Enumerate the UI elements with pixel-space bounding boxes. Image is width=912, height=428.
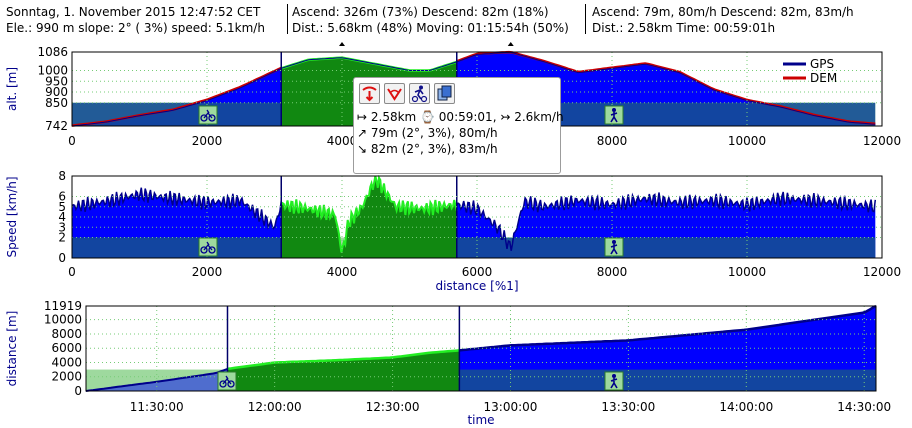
y-tick-label: 5 [58, 200, 66, 214]
header-divider [585, 4, 586, 34]
distance-plot-frame [85, 305, 877, 392]
selection-stats: Ascend: 79m, 80m/h Descend: 82m, 83m/h D… [592, 4, 854, 36]
bike-icon [198, 237, 218, 257]
x-axis-label: time [467, 413, 494, 427]
bike-icon [217, 371, 237, 391]
speed-line [456, 191, 877, 251]
y-tick-label: 900 [45, 85, 68, 99]
x-tick-label: 0 [68, 265, 76, 279]
segment-band [456, 237, 876, 258]
y-tick-label: 1086 [37, 45, 68, 59]
y-tick-label: 0 [58, 251, 66, 265]
copy-icon[interactable] [434, 83, 455, 104]
x-tick-label: 2000 [192, 265, 223, 279]
cursor-datetime: Sonntag, 1. November 2015 12:47:52 CET [6, 5, 261, 19]
segment-band [459, 369, 876, 391]
info-header: Sonntag, 1. November 2015 12:47:52 CET E… [0, 0, 912, 38]
x-tick-label: 10000 [728, 265, 766, 279]
selection-tooltip: ↦ 2.58km ⌚ 00:59:01, ↣ 2.6km/h ↗ 79m (2°… [353, 77, 564, 174]
y-tick-label: 2000 [51, 370, 82, 384]
distance-line [85, 367, 228, 392]
speed-line-selected [280, 174, 458, 253]
x-tick-label: 12:00:00 [248, 400, 302, 414]
y-axis-label: Speed [km/h] [5, 176, 19, 257]
segment-band [72, 237, 282, 258]
y-tick-label: 8 [58, 169, 66, 183]
selection-ascend-descend: Ascend: 79m, 80m/h Descend: 82m, 83m/h [592, 5, 854, 19]
x-tick-label: 12000 [863, 265, 901, 279]
y-axis-label: distance [m] [5, 311, 19, 387]
y-tick-label: 6000 [51, 341, 82, 355]
y-tick-label: 4000 [51, 355, 82, 369]
selection-distance-time: Dist.: 2.58km Time: 00:59:01h [592, 21, 776, 35]
cursor-info: Sonntag, 1. November 2015 12:47:52 CET E… [6, 4, 265, 36]
y-tick-label: 11919 [44, 299, 82, 313]
speed-plot-frame [71, 175, 883, 259]
x-tick-label: 10000 [728, 134, 766, 148]
tooltip-distance-time-speed: ↦ 2.58km ⌚ 00:59:01, ↣ 2.6km/h [357, 110, 564, 124]
legend-gps-label: GPS [810, 57, 834, 71]
x-tick-label: 13:00:00 [484, 400, 538, 414]
y-tick-label: 742 [45, 119, 68, 133]
total-ascend-descend: Ascend: 326m (73%) Descend: 82m (18%) [292, 5, 549, 19]
x-tick-label: 12:30:00 [366, 400, 420, 414]
x-tick-label: 12000 [863, 134, 901, 148]
segment-band [72, 102, 282, 126]
y-tick-label: 2 [58, 231, 66, 245]
y-tick-label: 6 [58, 190, 66, 204]
y-tick-label: 0 [74, 384, 82, 398]
x-tick-label: 4000 [327, 265, 358, 279]
x-tick-label: 11:30:00 [130, 400, 184, 414]
x-tick-label: 0 [68, 134, 76, 148]
y-tick-label: 3 [58, 220, 66, 234]
y-tick-label: 950 [45, 74, 68, 88]
header-divider [287, 4, 288, 34]
y-tick-label: 10000 [44, 313, 82, 327]
x-tick-label: 2000 [192, 134, 223, 148]
x-tick-label: 8000 [597, 134, 628, 148]
distance-line [459, 304, 877, 352]
walk-icon [604, 105, 624, 125]
cursor-elevation-speed: Ele.: 990 m slope: 2° ( 3%) speed: 5.1km… [6, 21, 265, 35]
speed-area-selected [281, 176, 457, 258]
peak-marker-icon [339, 42, 345, 46]
y-axis-label: alt. [m] [5, 67, 19, 111]
x-axis-label: distance [%1] [435, 279, 518, 293]
walk-icon [604, 371, 624, 391]
x-tick-label: 14:30:00 [837, 400, 891, 414]
x-tick-label: 8000 [597, 265, 628, 279]
y-tick-label: 8000 [51, 327, 82, 341]
total-stats: Ascend: 326m (73%) Descend: 82m (18%) Di… [292, 4, 569, 36]
end-marker-icon[interactable] [384, 83, 405, 104]
tooltip-ascend: ↗ 79m (2°, 3%), 80m/h [357, 126, 498, 140]
x-tick-label: 4000 [327, 134, 358, 148]
bike-icon [198, 105, 218, 125]
speed-line [71, 187, 283, 230]
gps-line [71, 51, 876, 127]
y-tick-label: 1000 [37, 64, 68, 78]
legend-dem-label: DEM [810, 71, 837, 85]
x-tick-label: 6000 [462, 265, 493, 279]
distance-area-selected [227, 350, 460, 391]
segment-band [456, 102, 876, 126]
start-marker-icon[interactable] [359, 83, 380, 104]
total-distance-moving: Dist.: 5.68km (48%) Moving: 01:15:54h (5… [292, 21, 569, 35]
x-tick-label: 13:30:00 [601, 400, 655, 414]
activity-icon[interactable] [409, 83, 430, 104]
y-tick-label: 4 [58, 210, 66, 224]
walk-icon [604, 237, 624, 257]
x-tick-label: 14:00:00 [719, 400, 773, 414]
peak-marker-icon [507, 42, 514, 46]
distance-line-selected [227, 349, 460, 371]
tooltip-descend: ↘ 82m (2°, 3%), 83m/h [357, 142, 498, 156]
y-tick-label: 850 [45, 96, 68, 110]
